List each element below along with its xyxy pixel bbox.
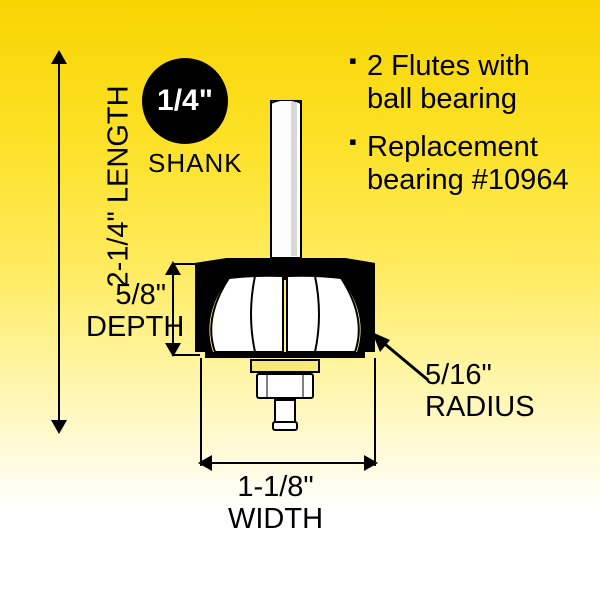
width-label: 1-1/8" WIDTH: [228, 472, 323, 536]
width-dimension-line: [200, 462, 376, 464]
depth-value: 5/8": [115, 279, 166, 311]
radius-label: 5/16" RADIUS: [425, 360, 535, 424]
depth-label: 5/8" DEPTH: [86, 280, 166, 344]
radius-value: 5/16": [425, 359, 492, 391]
shank-value: 1/4": [157, 84, 213, 118]
radius-text: RADIUS: [425, 391, 535, 423]
width-ext-line: [200, 358, 202, 466]
diagram-container: 2-1/4" LENGTH 1/4" SHANK 2 Flutes with b…: [0, 0, 600, 600]
length-label: 2-1/4" LENGTH: [103, 85, 136, 287]
shank-badge: 1/4": [142, 58, 228, 144]
depth-text: DEPTH: [86, 311, 184, 343]
features-list: 2 Flutes with ball bearing Replacement b…: [353, 50, 578, 211]
feature-item: 2 Flutes with ball bearing: [353, 50, 578, 117]
shank-label: SHANK: [148, 148, 243, 179]
feature-item: Replacement bearing #10964: [353, 131, 578, 198]
width-text: WIDTH: [228, 503, 323, 535]
length-dimension-line: [58, 52, 60, 432]
width-value: 1-1/8": [237, 471, 313, 503]
